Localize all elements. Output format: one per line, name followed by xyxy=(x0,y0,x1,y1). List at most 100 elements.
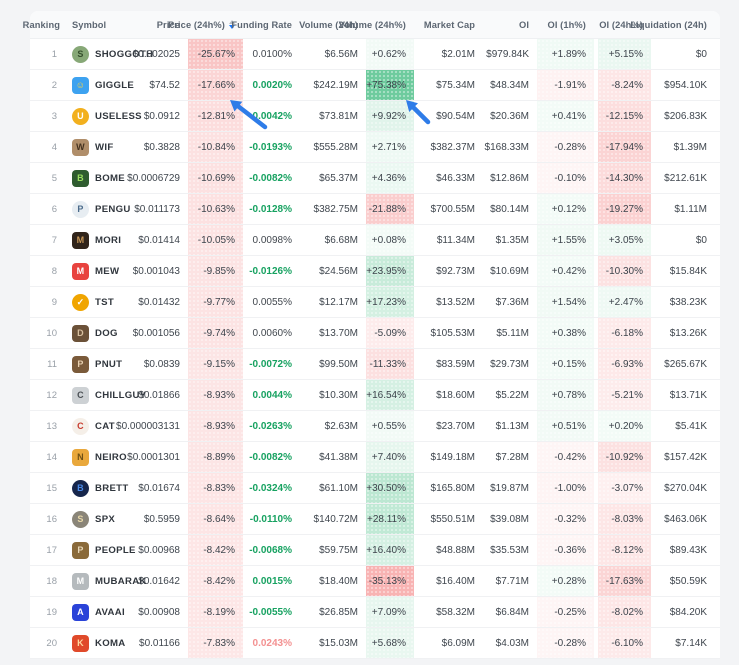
cell-liquidation_24h: $212.61K xyxy=(664,172,707,184)
column-header-liquidation_24h[interactable]: Liquidation (24h) xyxy=(630,11,715,38)
cell-symbol[interactable]: B BOME xyxy=(68,163,146,193)
cell-symbol[interactable]: A AVAAI xyxy=(68,597,146,627)
column-header-volume_24h_pct[interactable]: Volume (24h%) xyxy=(339,11,414,38)
table-row[interactable]: 8 M MEW $0.001043 -9.85% -0.0126% $24.56M +23.9… xyxy=(30,256,720,287)
cell-ranking: 18 xyxy=(46,575,57,587)
cell-price: $0.002025 xyxy=(132,48,180,60)
cell-symbol[interactable]: K KOMA xyxy=(68,628,146,658)
table-row[interactable]: 14 N NEIRO $0.0001301 -8.89% -0.0082% $41.38M +… xyxy=(30,442,720,473)
table-row[interactable]: 11 P PNUT $0.0839 -9.15% -0.0072% $99.50M -11.3… xyxy=(30,349,720,380)
cell-price: $0.000003131 xyxy=(116,420,180,432)
table-body: 1 S SHOGGOTH $0.002025 -25.67% 0.0100% $6.56M +… xyxy=(30,39,720,659)
cell-symbol[interactable]: W WIF xyxy=(68,132,146,162)
cell-funding_rate: 0.0015% xyxy=(252,575,292,587)
column-header-label: Funding Rate xyxy=(231,19,292,30)
table-row[interactable]: 10 D DOG $0.001056 -9.74% 0.0060% $13.70M -5.09… xyxy=(30,318,720,349)
symbol-label: CHILLGUY xyxy=(95,389,147,401)
column-header-ranking[interactable]: Ranking xyxy=(23,11,68,38)
cell-volume_24h: $12.17M xyxy=(319,296,358,308)
cell-price_24h_pct: -8.42% xyxy=(188,535,243,565)
column-header-oi_24h_pct[interactable]: OI (24h%) xyxy=(594,11,651,38)
cell-symbol[interactable]: P PENGU xyxy=(68,194,146,224)
symbol-label: WIF xyxy=(95,141,114,153)
cell-market_cap: $58.32M xyxy=(436,606,475,618)
column-header-price[interactable]: Price xyxy=(146,11,188,38)
cell-market_cap: $46.33M xyxy=(436,172,475,184)
cell-volume_24h: $382.75M xyxy=(313,203,358,215)
table-row[interactable]: 1 S SHOGGOTH $0.002025 -25.67% 0.0100% $6.56M +… xyxy=(30,39,720,70)
table-row[interactable]: 19 A AVAAI $0.00908 -8.19% -0.0055% $26.85M +7.… xyxy=(30,597,720,628)
cell-volume_24h: $2.63M xyxy=(324,420,358,432)
cell-funding_rate: -0.0324% xyxy=(249,482,292,494)
cell-oi: $168.33M xyxy=(484,141,529,153)
table-row[interactable]: 20 K KOMA $0.01166 -7.83% 0.0243% $15.03M +5.68… xyxy=(30,628,720,659)
symbol-label: CAT xyxy=(95,420,115,432)
cell-symbol[interactable]: S SHOGGOTH xyxy=(68,39,153,69)
cell-volume_24h_pct: +28.11% xyxy=(366,504,414,534)
cell-symbol[interactable]: P PEOPLE xyxy=(68,535,146,565)
symbol-label: BRETT xyxy=(95,482,129,494)
column-header-volume_24h[interactable]: Volume (24h) xyxy=(299,11,366,38)
table-row[interactable]: 4 W WIF $0.3828 -10.84% -0.0193% $555.28M +2.71… xyxy=(30,132,720,163)
cell-symbol[interactable]: M MORI xyxy=(68,225,146,255)
cell-symbol[interactable]: S SPX xyxy=(68,504,146,534)
cell-symbol[interactable]: P PNUT xyxy=(68,349,146,379)
table-row[interactable]: 3 U USELESS $0.0912 -12.81% 0.0042% $73.81M +9.… xyxy=(30,101,720,132)
table-row[interactable]: 17 P PEOPLE $0.00968 -8.42% -0.0068% $59.75M +1… xyxy=(30,535,720,566)
cell-price_24h_pct: -8.19% xyxy=(188,597,243,627)
cell-volume_24h_pct: +7.40% xyxy=(366,442,414,472)
column-header-oi_1h_pct[interactable]: OI (1h%) xyxy=(537,11,594,38)
table-row[interactable]: 6 P PENGU $0.011173 -10.63% -0.0128% $382.75M -… xyxy=(30,194,720,225)
cell-oi_24h_pct: -6.10% xyxy=(594,628,651,658)
cell-liquidation_24h: $1.39M xyxy=(673,141,707,153)
table-row[interactable]: 5 B BOME $0.0006729 -10.69% -0.0082% $65.37M +4… xyxy=(30,163,720,194)
cell-price_24h_pct: -7.83% xyxy=(188,628,243,658)
cell-funding_rate: 0.0055% xyxy=(252,296,292,308)
cell-oi_24h_pct: -10.92% xyxy=(594,442,651,472)
cell-oi_1h_pct: -1.91% xyxy=(537,70,594,100)
cell-symbol[interactable]: N NEIRO xyxy=(68,442,146,472)
table-row[interactable]: 18 M MUBARAK $0.01642 -8.42% 0.0015% $18.40M -3… xyxy=(30,566,720,597)
column-header-oi[interactable]: OI xyxy=(483,11,537,38)
column-header-price_24h_pct[interactable]: Price (24h%) xyxy=(168,11,243,38)
cell-symbol[interactable]: M MEW xyxy=(68,256,146,286)
column-header-funding_rate[interactable]: Funding Rate xyxy=(231,11,300,38)
table-row[interactable]: 9 ✓ TST $0.01432 -9.77% 0.0055% $12.17M +17.23%… xyxy=(30,287,720,318)
cell-liquidation_24h: $50.59K xyxy=(669,575,707,587)
cell-volume_24h_pct: +0.55% xyxy=(366,411,414,441)
cell-symbol[interactable]: C CHILLGUY xyxy=(68,380,146,410)
cell-price: $0.01674 xyxy=(138,482,180,494)
cell-volume_24h_pct: -21.88% xyxy=(366,194,414,224)
cell-symbol[interactable]: C CAT xyxy=(68,411,146,441)
cell-symbol[interactable]: B BRETT xyxy=(68,473,146,503)
table-row[interactable]: 16 S SPX $0.5959 -8.64% -0.0110% $140.72M +28.1… xyxy=(30,504,720,535)
cell-market_cap: $83.59M xyxy=(436,358,475,370)
cell-volume_24h: $99.50M xyxy=(319,358,358,370)
table-row[interactable]: 7 M MORI $0.01414 -10.05% 0.0098% $6.68M +0.08%… xyxy=(30,225,720,256)
cell-volume_24h_pct: +30.50% xyxy=(366,473,414,503)
cell-symbol[interactable]: ☺ GIGGLE xyxy=(68,70,146,100)
cell-oi_24h_pct: +3.05% xyxy=(594,225,651,255)
table-row[interactable]: 13 C CAT $0.000003131 -8.93% -0.0263% $2.63M +0… xyxy=(30,411,720,442)
cell-ranking: 1 xyxy=(51,48,57,60)
cell-price: $74.52 xyxy=(149,79,180,91)
cell-price_24h_pct: -8.93% xyxy=(188,411,243,441)
sort-icon[interactable] xyxy=(229,20,235,29)
column-header-symbol[interactable]: Symbol xyxy=(68,11,146,38)
cell-oi: $39.08M xyxy=(490,513,529,525)
cell-liquidation_24h: $1.11M xyxy=(674,203,707,215)
cell-symbol[interactable]: M MUBARAK xyxy=(68,566,146,596)
cell-ranking: 19 xyxy=(46,606,57,618)
dog-token-icon: D xyxy=(72,324,89,342)
chillguy-token-icon: C xyxy=(72,386,89,404)
cell-symbol[interactable]: U USELESS xyxy=(68,101,146,131)
cell-volume_24h_pct: -5.09% xyxy=(366,318,414,348)
table-row[interactable]: 12 C CHILLGUY $0.01866 -8.93% 0.0044% $10.30M +… xyxy=(30,380,720,411)
cell-symbol[interactable]: D DOG xyxy=(68,318,146,348)
table-row[interactable]: 15 B BRETT $0.01674 -8.83% -0.0324% $61.10M +30… xyxy=(30,473,720,504)
column-header-market_cap[interactable]: Market Cap xyxy=(414,11,483,38)
cell-price_24h_pct: -10.05% xyxy=(188,225,243,255)
table-row[interactable]: 2 ☺ GIGGLE $74.52 -17.66% 0.0020% $242.19M +75.… xyxy=(30,70,720,101)
cell-symbol[interactable]: ✓ TST xyxy=(68,287,146,317)
cell-volume_24h_pct: +23.95% xyxy=(366,256,414,286)
